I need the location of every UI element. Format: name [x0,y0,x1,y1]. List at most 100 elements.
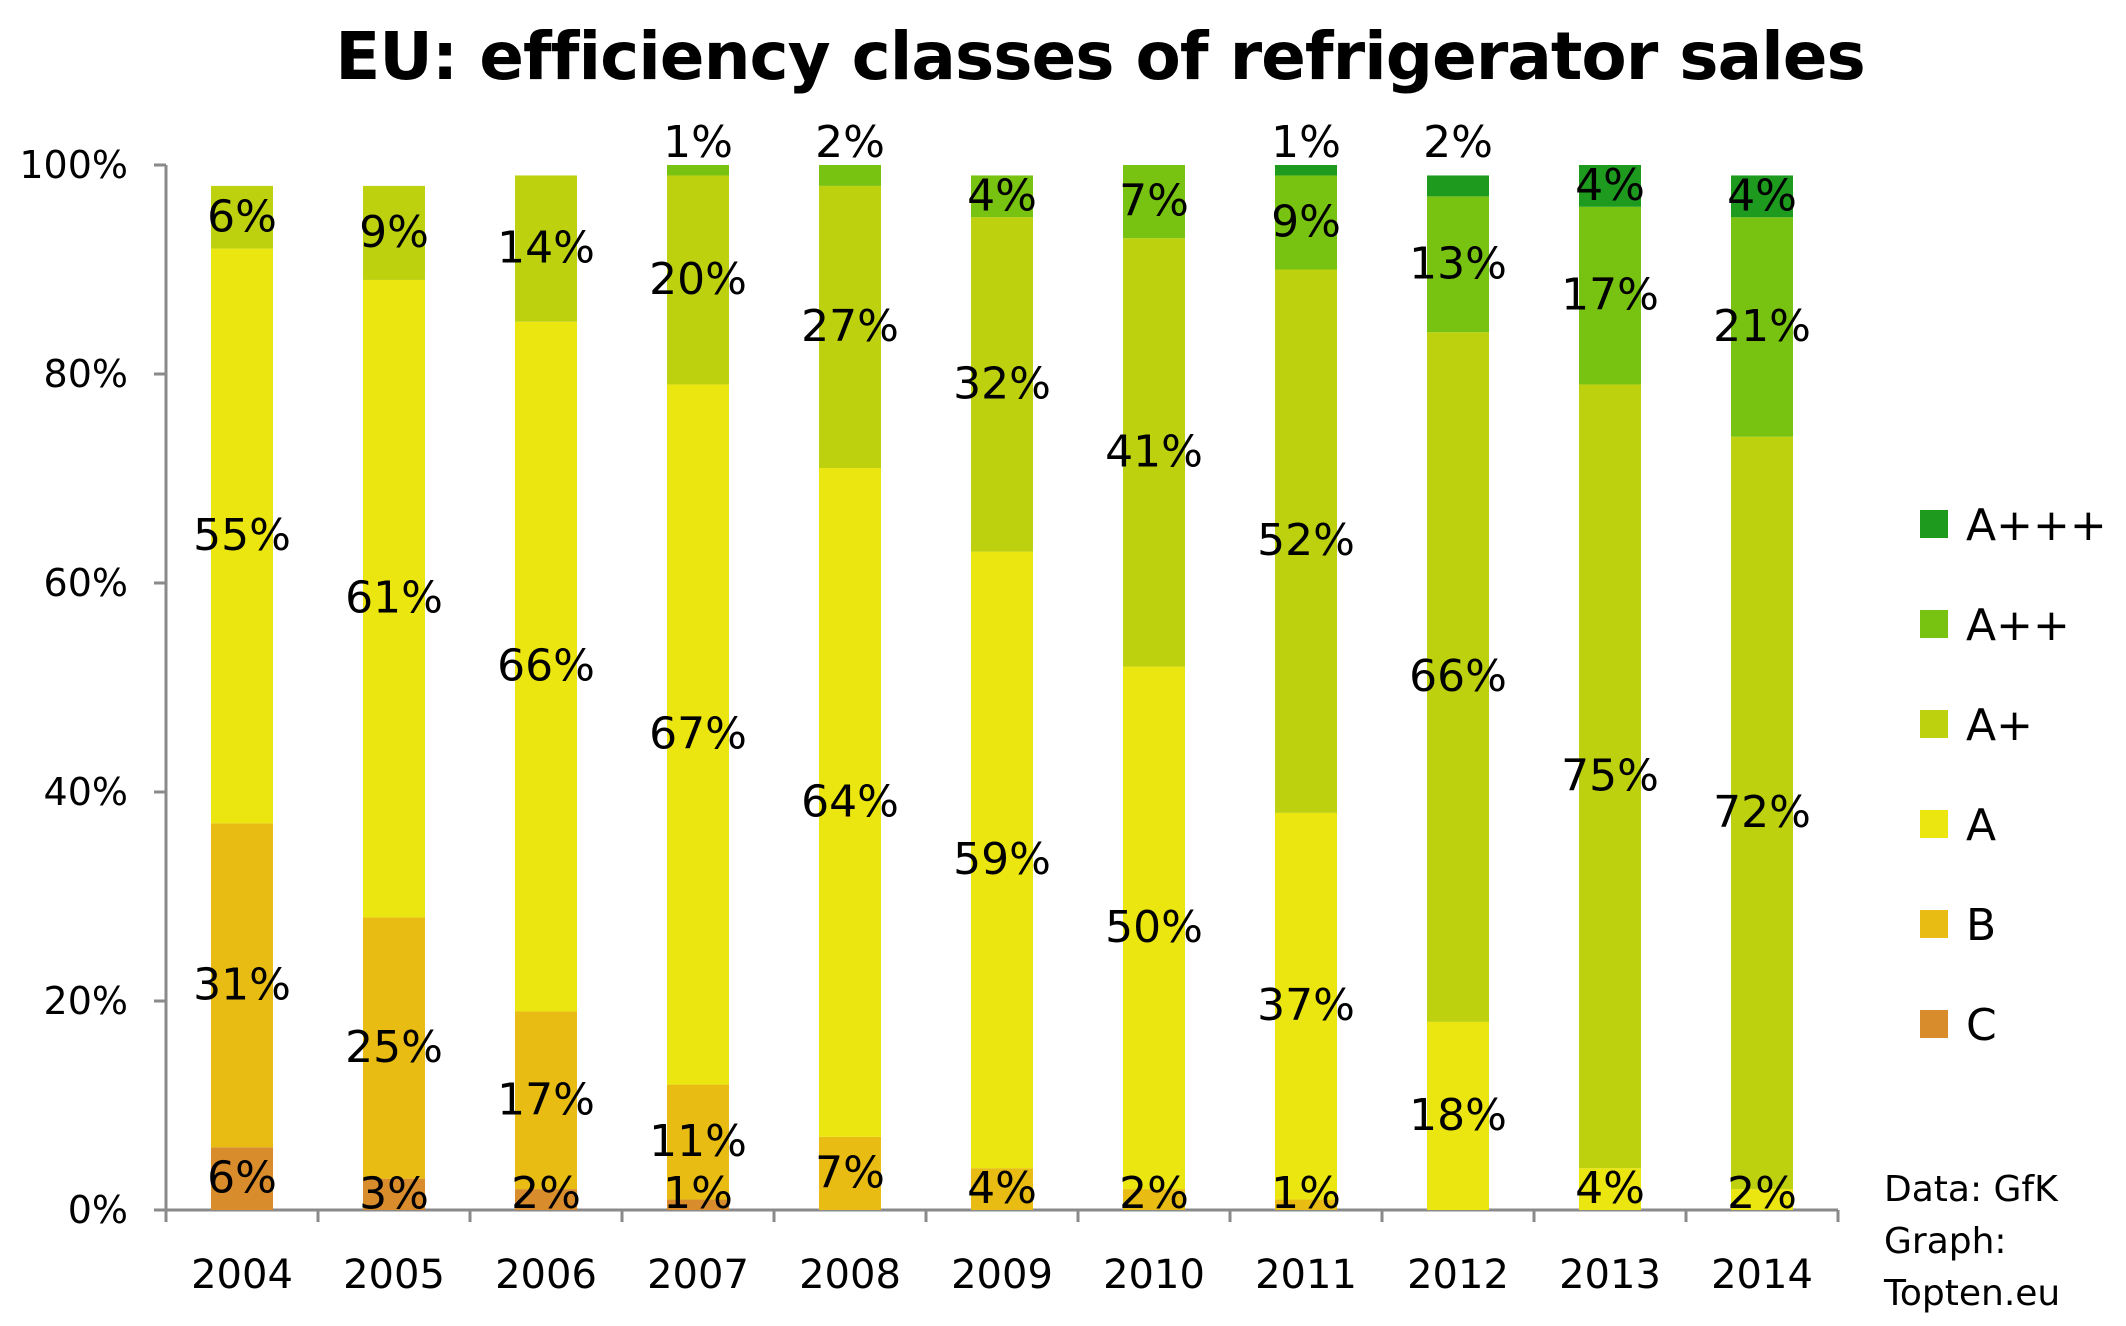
bar-segment-a [819,468,881,1137]
bar-segment-aplusplusplus [1579,165,1641,207]
legend-swatch [1920,610,1948,638]
bar-segment-aplus [1579,384,1641,1169]
data-label: 1% [663,117,733,168]
legend-swatch [1920,810,1948,838]
bar-segment-aplusplus [1579,206,1641,385]
bar-segment-a [363,279,425,918]
bar-segment-aplus [1123,238,1185,667]
data-label: 2% [1727,1168,1797,1219]
bar-segment-aplusplusplus [1731,175,1793,218]
bar-segment-aplus [1731,436,1793,1190]
data-label: 1% [663,1168,733,1219]
x-tick-label: 2005 [343,1252,445,1298]
bar-segment-b [971,1168,1033,1210]
bar-segment-aplusplusplus [1427,175,1489,197]
data-label: 66% [497,641,595,692]
bar-segment-aplus [1427,332,1489,1022]
bar-segment-a [1579,1168,1641,1210]
y-tick-label: 40% [44,770,128,814]
credit-graph-label: Graph: [1884,1221,2007,1262]
legend-swatch [1920,1010,1948,1038]
y-tick-label: 0% [68,1188,128,1232]
legend-label: A+++ [1966,500,2107,551]
bar-segment-c [515,1189,577,1210]
bar-segment-a [1123,666,1185,1190]
chart-title: EU: efficiency classes of refrigerator s… [335,18,1866,95]
legend-label: A [1966,800,1997,851]
data-label: 18% [1409,1090,1507,1141]
x-tick-label: 2013 [1559,1252,1661,1298]
bar-segment-aplus [667,175,729,385]
bar-segment-b [667,1084,729,1200]
data-label: 50% [1105,902,1203,953]
data-label: 4% [1575,160,1645,211]
x-tick-label: 2012 [1407,1252,1509,1298]
data-label: 7% [815,1147,885,1198]
data-label: 17% [497,1074,595,1125]
bar-segment-aplusplus [667,165,729,176]
data-label: 4% [967,1163,1037,1214]
bar-segment-a [1427,1021,1489,1210]
x-tick-label: 2010 [1103,1252,1205,1298]
bar-segment-a [515,321,577,1012]
data-label: 64% [801,776,899,827]
y-tick-label: 100% [19,143,128,187]
bar-segment-aplusplus [1275,175,1337,270]
data-label: 2% [1119,1168,1189,1219]
data-credit: Data: GfK Graph: Topten.eu [1884,1164,2060,1320]
data-label: 25% [345,1022,443,1073]
bar-segment-aplus [1275,269,1337,813]
bar-segment-aplusplus [1731,217,1793,437]
data-label: 21% [1713,301,1811,352]
data-label: 52% [1257,515,1355,566]
credit-graph-author: Topten.eu [1884,1273,2061,1314]
data-label: 72% [1713,787,1811,838]
bar-segment-aplusplus [819,165,881,186]
data-label: 59% [953,834,1051,885]
bar-segment-b [363,917,425,1179]
credit-source: Data: GfK [1884,1169,2058,1210]
data-label: 31% [193,959,291,1010]
data-label: 9% [1271,196,1341,247]
data-label: 75% [1561,750,1659,801]
data-label: 6% [207,191,277,242]
data-label: 2% [1423,117,1493,168]
bar-segment-aplus [971,217,1033,552]
data-label: 41% [1105,426,1203,477]
legend-swatch [1920,710,1948,738]
bar-segment-aplus [363,185,425,280]
bar-segment-aplus [819,185,881,469]
data-label: 32% [953,358,1051,409]
data-label: 2% [511,1168,581,1219]
x-tick-label: 2006 [495,1252,597,1298]
bar-segment-aplus [515,175,577,322]
legend-label: B [1966,900,1997,951]
x-tick-label: 2004 [191,1252,293,1298]
legend-label: A+ [1966,700,2033,751]
legend-swatch [1920,910,1948,938]
bar-segment-aplusplus [1123,165,1185,239]
bar-segment-b [1123,1189,1185,1210]
bar-segment-a [1275,812,1337,1200]
data-label: 14% [497,223,595,274]
bar-segment-a [1731,1189,1793,1210]
data-label: 2% [815,117,885,168]
bar-segment-b [819,1136,881,1210]
legend-swatch [1920,510,1948,538]
bar-segment-a [211,248,273,824]
y-tick-label: 20% [44,979,128,1023]
legend-label: A++ [1966,600,2070,651]
data-label: 11% [649,1116,747,1167]
bar-segment-a [971,551,1033,1169]
bar-segment-b [1275,1199,1337,1210]
data-label: 37% [1257,980,1355,1031]
data-label: 4% [1575,1163,1645,1214]
data-label: 27% [801,301,899,352]
data-label: 67% [649,709,747,760]
data-label: 9% [359,207,429,258]
data-label: 66% [1409,651,1507,702]
x-tick-label: 2008 [799,1252,901,1298]
data-label: 20% [649,254,747,305]
data-label: 3% [359,1168,429,1219]
